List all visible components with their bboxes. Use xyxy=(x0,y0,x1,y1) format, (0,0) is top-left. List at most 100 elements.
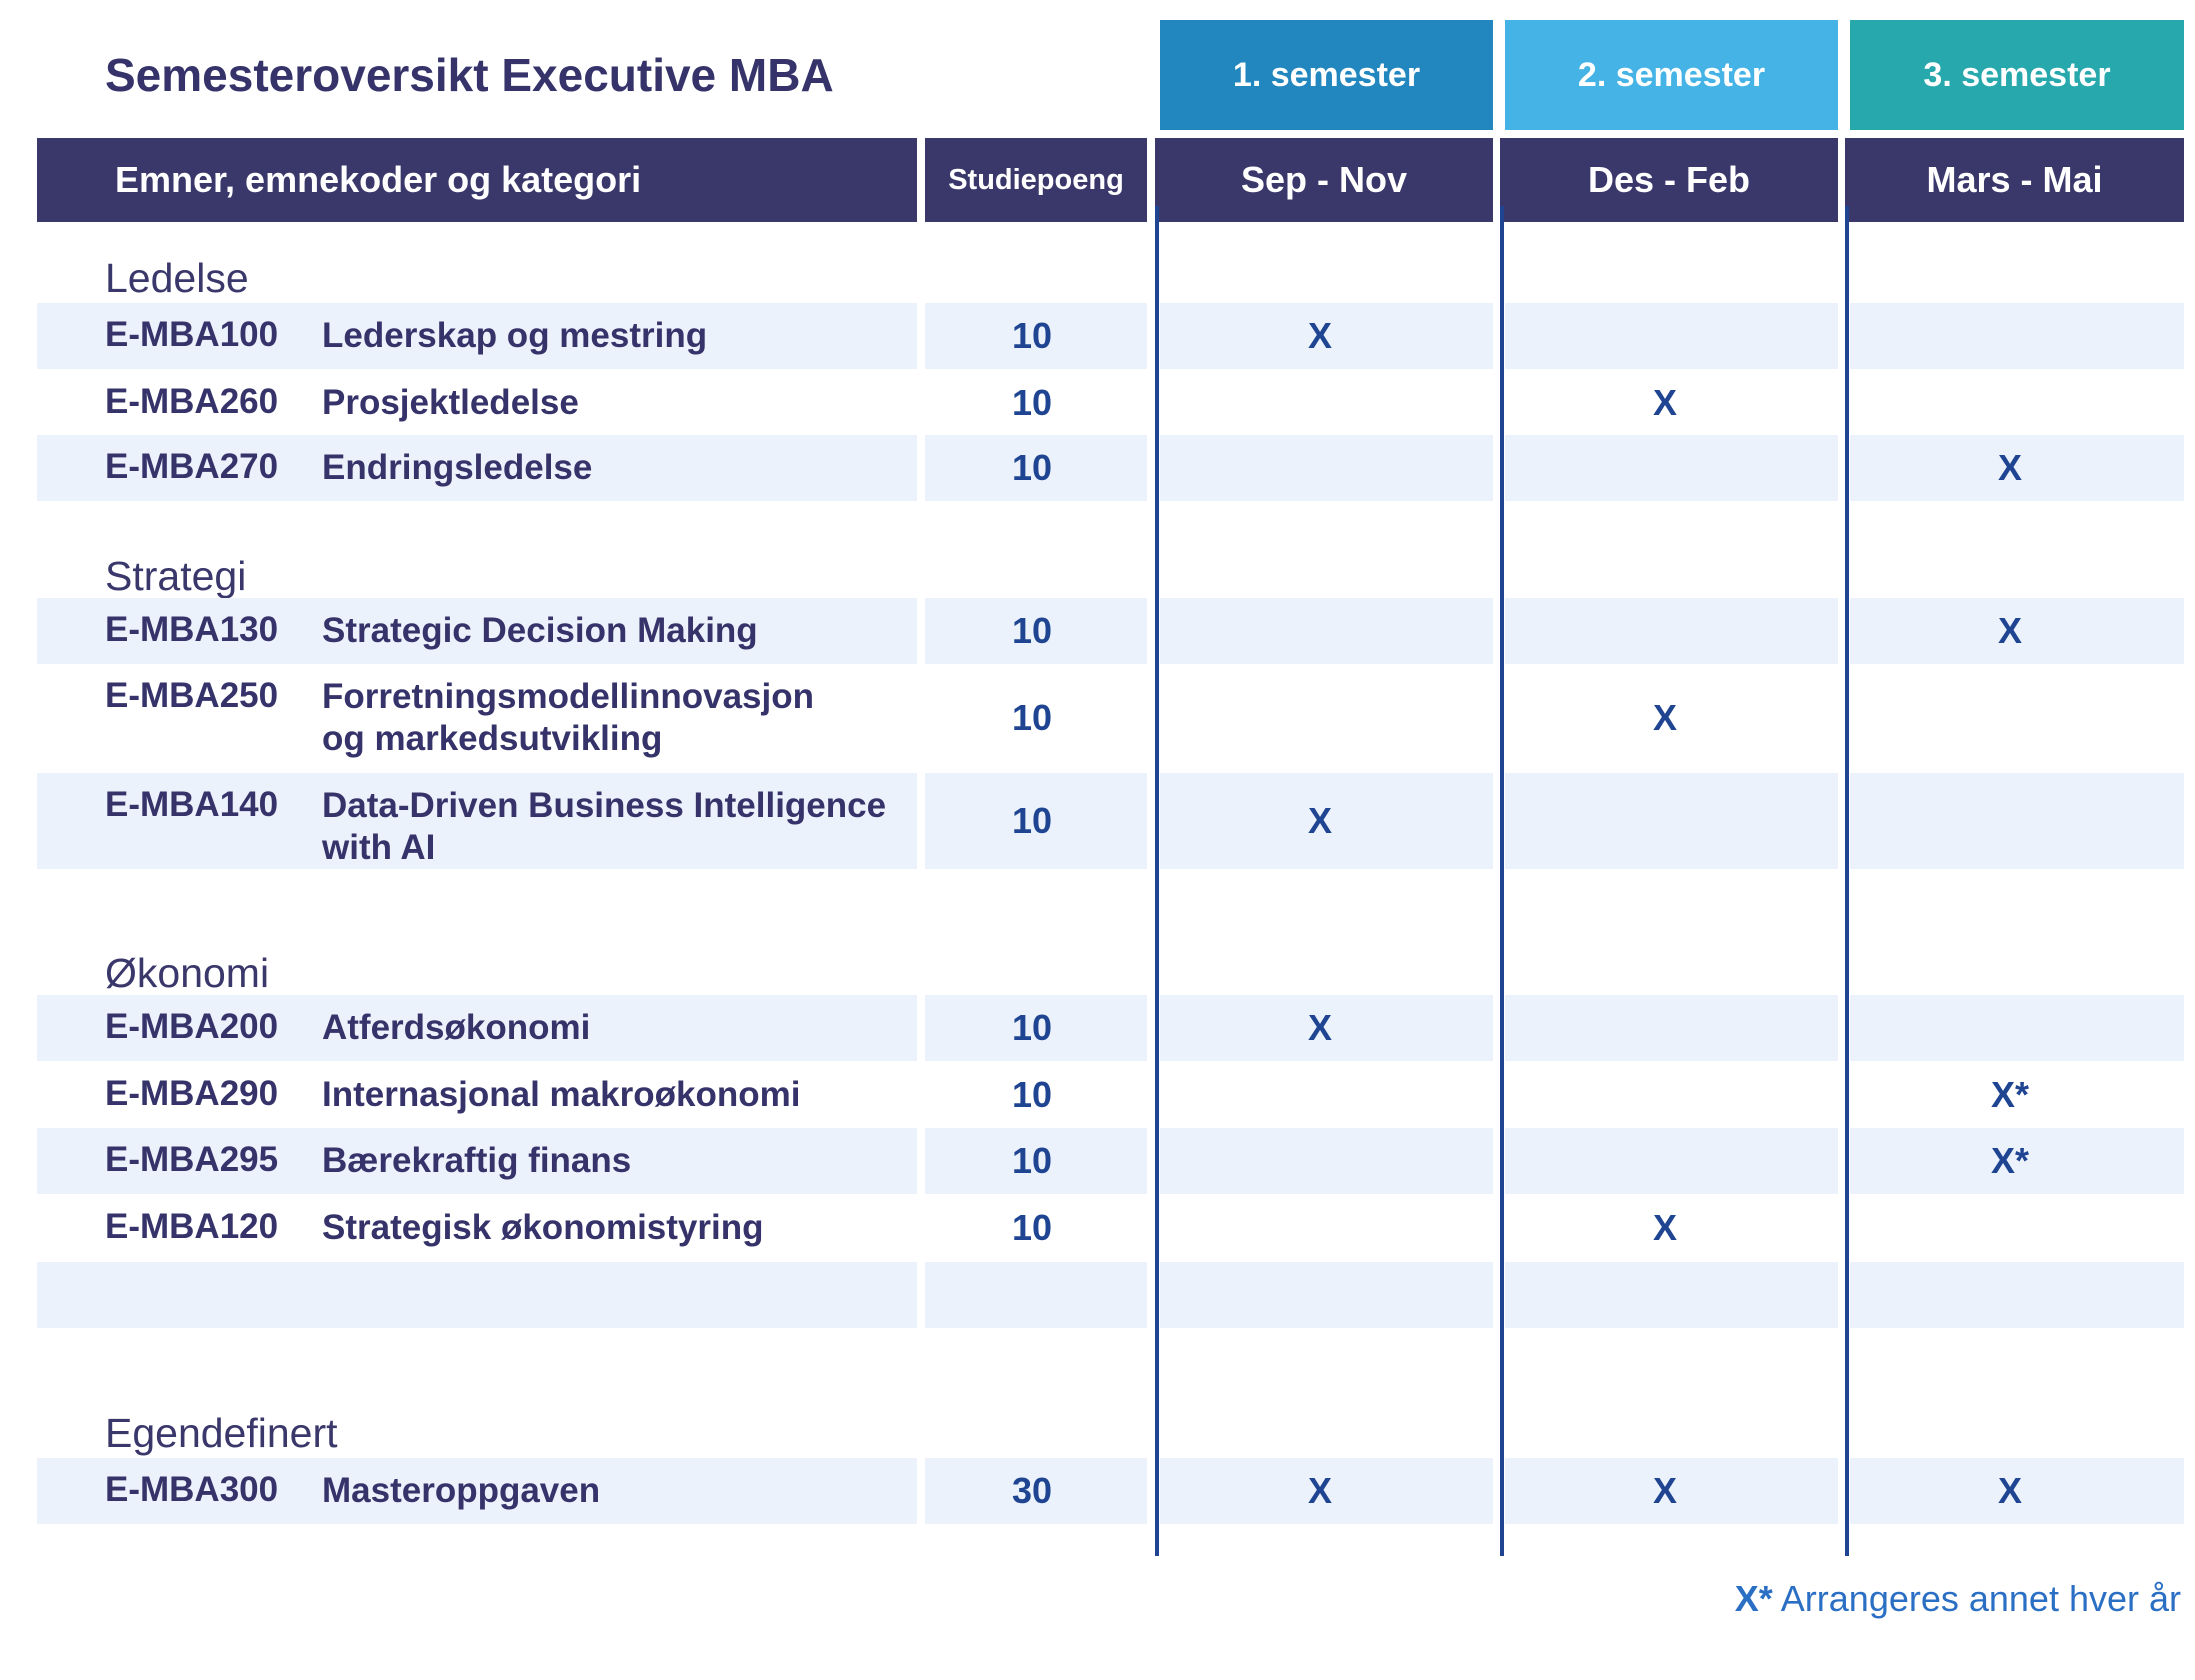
row-band xyxy=(1505,435,1838,501)
row-band xyxy=(925,1128,1147,1194)
row-band xyxy=(1160,995,1493,1061)
row-band xyxy=(1850,995,2184,1061)
row-band xyxy=(1850,773,2184,869)
row-band xyxy=(1160,1458,1493,1524)
row-band xyxy=(1505,303,1838,369)
course-credits: 10 xyxy=(1011,1007,1053,1048)
course-name: Endringsledelse xyxy=(322,448,593,487)
course-credits: 10 xyxy=(1011,382,1053,423)
semester-mark: X xyxy=(1652,382,1677,423)
course-name: with AI xyxy=(322,828,436,867)
category-heading: Økonomi xyxy=(105,950,270,996)
semester-mark: X xyxy=(1652,1207,1677,1248)
semester-2-tab: 2. semester xyxy=(1505,20,1838,130)
row-band xyxy=(37,303,917,369)
row-band xyxy=(1850,303,2184,369)
row-band xyxy=(1505,1458,1838,1524)
course-credits: 10 xyxy=(1011,1074,1053,1115)
course-code: E-MBA295 xyxy=(105,1140,279,1179)
semester-mark: X xyxy=(1307,800,1332,841)
semester-divider xyxy=(1845,206,1849,1556)
course-credits: 10 xyxy=(1011,697,1053,738)
semester-mark: X xyxy=(1307,1007,1332,1048)
row-band xyxy=(37,1128,917,1194)
row-band xyxy=(925,435,1147,501)
course-credits: 10 xyxy=(1011,1207,1053,1248)
course-name: Strategic Decision Making xyxy=(322,611,758,650)
empty-row-band xyxy=(37,1262,917,1328)
empty-row-band xyxy=(1160,1262,1493,1328)
row-band xyxy=(1160,773,1493,869)
semester-mark: X xyxy=(1652,1470,1677,1511)
course-code: E-MBA120 xyxy=(105,1207,279,1246)
row-band xyxy=(925,1458,1147,1524)
empty-row-band xyxy=(925,1262,1147,1328)
category-heading: Ledelse xyxy=(105,255,249,301)
row-band xyxy=(1850,598,2184,664)
row-band xyxy=(1850,435,2184,501)
row-band xyxy=(1160,1128,1493,1194)
row-band xyxy=(37,773,917,869)
row-band xyxy=(1850,1128,2184,1194)
category-heading: Egendefinert xyxy=(105,1410,338,1456)
row-band xyxy=(925,598,1147,664)
empty-row-band xyxy=(1850,1262,2184,1328)
semester-mark: X* xyxy=(1990,1074,2030,1115)
course-code: E-MBA130 xyxy=(105,610,279,649)
footnote-text: Arrangeres annet hver år xyxy=(1772,1578,2181,1619)
course-name: Lederskap og mestring xyxy=(322,316,708,355)
semester-mark: X xyxy=(1307,1470,1332,1511)
course-code: E-MBA140 xyxy=(105,785,279,824)
course-code: E-MBA200 xyxy=(105,1007,279,1046)
header-subjects: Emner, emnekoder og kategori xyxy=(37,138,917,222)
row-band xyxy=(1850,1458,2184,1524)
course-code: E-MBA260 xyxy=(105,382,279,421)
row-band xyxy=(37,1458,917,1524)
row-band xyxy=(37,435,917,501)
header-credits: Studiepoeng xyxy=(925,138,1147,222)
course-name: Masteroppgaven xyxy=(322,1471,601,1510)
semester-mark: X* xyxy=(1990,1140,2030,1181)
footnote-symbol: X* xyxy=(1734,1578,1773,1619)
header-period-2: Des - Feb xyxy=(1500,138,1838,222)
footnote: X* Arrangeres annet hver år xyxy=(1735,1578,2181,1620)
course-code: E-MBA300 xyxy=(105,1470,279,1509)
semester-1-tab: 1. semester xyxy=(1160,20,1493,130)
course-code: E-MBA270 xyxy=(105,447,279,486)
row-band xyxy=(1505,1128,1838,1194)
row-band xyxy=(925,995,1147,1061)
row-band xyxy=(37,598,917,664)
category-heading: Strategi xyxy=(105,553,247,599)
course-name: og markedsutvikling xyxy=(322,719,663,758)
semester-mark: X xyxy=(1307,315,1332,356)
course-credits: 10 xyxy=(1011,800,1053,841)
course-credits: 10 xyxy=(1011,315,1053,356)
row-band xyxy=(1160,435,1493,501)
course-credits: 10 xyxy=(1011,447,1053,488)
header-period-1: Sep - Nov xyxy=(1155,138,1493,222)
course-code: E-MBA100 xyxy=(105,315,279,354)
course-code: E-MBA290 xyxy=(105,1074,279,1113)
semester-divider xyxy=(1155,206,1159,1556)
semester-divider xyxy=(1500,206,1504,1556)
row-band xyxy=(1160,303,1493,369)
course-credits: 30 xyxy=(1011,1470,1053,1511)
course-name: Data-Driven Business Intelligence xyxy=(322,786,887,825)
row-band xyxy=(37,995,917,1061)
course-name: Bærekraftig finans xyxy=(322,1141,632,1180)
row-band xyxy=(1505,995,1838,1061)
semester-mark: X xyxy=(1997,610,2022,651)
semester-3-tab: 3. semester xyxy=(1850,20,2184,130)
course-name: Strategisk økonomistyring xyxy=(322,1208,764,1247)
row-band xyxy=(1160,598,1493,664)
course-credits: 10 xyxy=(1011,610,1053,651)
page-title: Semesteroversikt Executive MBA xyxy=(105,49,834,101)
course-name: Internasjonal makroøkonomi xyxy=(322,1075,801,1114)
semester-mark: X xyxy=(1652,697,1677,738)
header-period-3: Mars - Mai xyxy=(1845,138,2184,222)
course-name: Forretningsmodellinnovasjon xyxy=(322,677,814,716)
course-name: Prosjektledelse xyxy=(322,383,579,422)
row-band xyxy=(1505,773,1838,869)
course-name: Atferdsøkonomi xyxy=(322,1008,591,1047)
course-credits: 10 xyxy=(1011,1140,1053,1181)
